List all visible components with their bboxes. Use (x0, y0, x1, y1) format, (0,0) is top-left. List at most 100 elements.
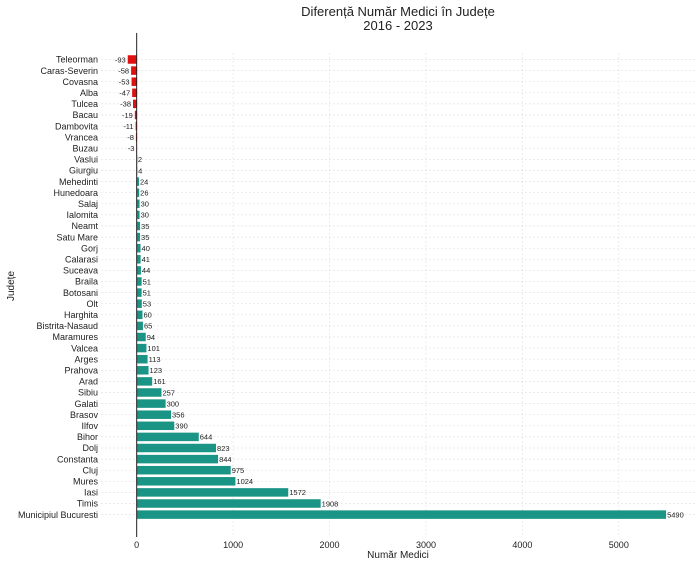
y-tick-label: Neamt (71, 221, 98, 231)
bar (135, 121, 137, 131)
value-label: 30 (141, 200, 149, 209)
bar (136, 488, 289, 497)
value-label: 101 (147, 344, 160, 353)
y-tick-label: Caras-Severin (40, 66, 98, 76)
y-tick-label: Giurgiu (69, 166, 98, 176)
y-tick-label: Ialomita (66, 210, 98, 220)
bar (136, 210, 140, 220)
value-label: 30 (141, 211, 149, 220)
bar (136, 310, 143, 320)
y-tick-label: Calarasi (65, 255, 98, 265)
x-tick-label: 5000 (609, 540, 629, 550)
y-tick-label: Vrancea (65, 132, 98, 142)
value-label: 24 (140, 177, 148, 186)
x-tick-label: 4000 (512, 540, 532, 550)
value-label: 644 (200, 433, 213, 442)
bar (136, 366, 149, 375)
value-label: -58 (118, 66, 129, 75)
bar (131, 77, 137, 86)
bar (136, 354, 148, 364)
bar (136, 465, 231, 475)
value-label: 844 (219, 455, 232, 464)
y-tick-label: Prahova (64, 366, 98, 376)
bar (136, 510, 667, 519)
y-tick-label: Bistrita-Nasaud (36, 321, 98, 331)
value-label: 123 (150, 366, 163, 375)
value-label: -93 (115, 55, 126, 64)
bar (136, 232, 141, 242)
y-tick-label: Ilfov (81, 421, 98, 431)
x-tick-label: 2000 (320, 540, 340, 550)
y-tick-label: Sibiu (78, 388, 98, 398)
value-label: 1908 (322, 499, 339, 508)
value-label: -3 (128, 144, 135, 153)
y-tick-labels: TeleormanCaras-SeverinCovasnaAlbaTulceaB… (18, 55, 99, 520)
value-label: -38 (120, 100, 131, 109)
value-label: 40 (142, 244, 150, 253)
bar (136, 499, 321, 508)
bar (136, 243, 141, 253)
y-tick-label: Teleorman (56, 55, 98, 65)
y-tick-label: Mures (73, 477, 99, 487)
bar (127, 55, 137, 64)
bar (136, 299, 142, 308)
chart-title: Diferență Număr Medici în Județe (301, 4, 495, 19)
value-label: -53 (119, 78, 130, 87)
value-label: 35 (141, 222, 149, 231)
value-label: 5490 (667, 510, 684, 519)
bar (136, 343, 147, 353)
y-tick-label: Buzau (72, 144, 98, 154)
y-tick-label: Arad (79, 377, 98, 387)
bar (136, 266, 141, 275)
x-tick-label: 0 (134, 540, 139, 550)
bar (136, 477, 236, 486)
value-label: 356 (172, 411, 185, 420)
y-tick-label: Iasi (84, 488, 98, 498)
value-label: 1024 (236, 477, 253, 486)
bar (136, 255, 141, 264)
value-label: 113 (149, 355, 161, 364)
y-tick-label: Vaslui (74, 155, 98, 165)
grid (101, 53, 695, 537)
bar (136, 410, 172, 419)
y-tick-label: Maramures (52, 332, 98, 342)
bar (136, 377, 153, 386)
y-tick-label: Arges (74, 354, 98, 364)
y-tick-label: Tulcea (71, 99, 98, 109)
y-tick-label: Brasov (70, 410, 99, 420)
bar (134, 110, 137, 120)
bar (136, 388, 162, 397)
value-label: 51 (143, 288, 151, 297)
x-tick-label: 3000 (416, 540, 436, 550)
value-label: 300 (167, 399, 180, 408)
value-label: 65 (144, 322, 152, 331)
y-tick-label: Satu Mare (56, 232, 98, 242)
bar (136, 332, 146, 342)
y-tick-label: Hunedoara (53, 188, 98, 198)
y-tick-label: Salaj (78, 199, 98, 209)
y-tick-label: Municipiul Bucuresti (18, 510, 98, 520)
bars (127, 55, 667, 519)
bar (136, 454, 219, 464)
bar (136, 321, 143, 331)
value-label: -47 (119, 89, 130, 98)
value-label: 975 (232, 466, 245, 475)
bar (131, 66, 137, 75)
bar (136, 432, 199, 442)
y-tick-label: Cluj (82, 465, 98, 475)
value-labels: -93-58-53-47-38-19-11-8-3242426303035354… (115, 55, 684, 519)
bar (136, 288, 142, 297)
y-tick-label: Botosani (63, 288, 98, 298)
value-label: 257 (162, 388, 175, 397)
value-label: 823 (217, 444, 230, 453)
y-tick-label: Galati (74, 399, 98, 409)
value-label: 94 (147, 333, 155, 342)
y-tick-label: Gorj (81, 243, 98, 253)
bar (136, 177, 139, 186)
y-axis-label: Județe (6, 271, 17, 301)
x-axis-label: Număr Medici (367, 550, 429, 561)
bar (136, 199, 140, 209)
bar (136, 277, 142, 286)
bar (136, 421, 175, 431)
bar (133, 99, 137, 109)
